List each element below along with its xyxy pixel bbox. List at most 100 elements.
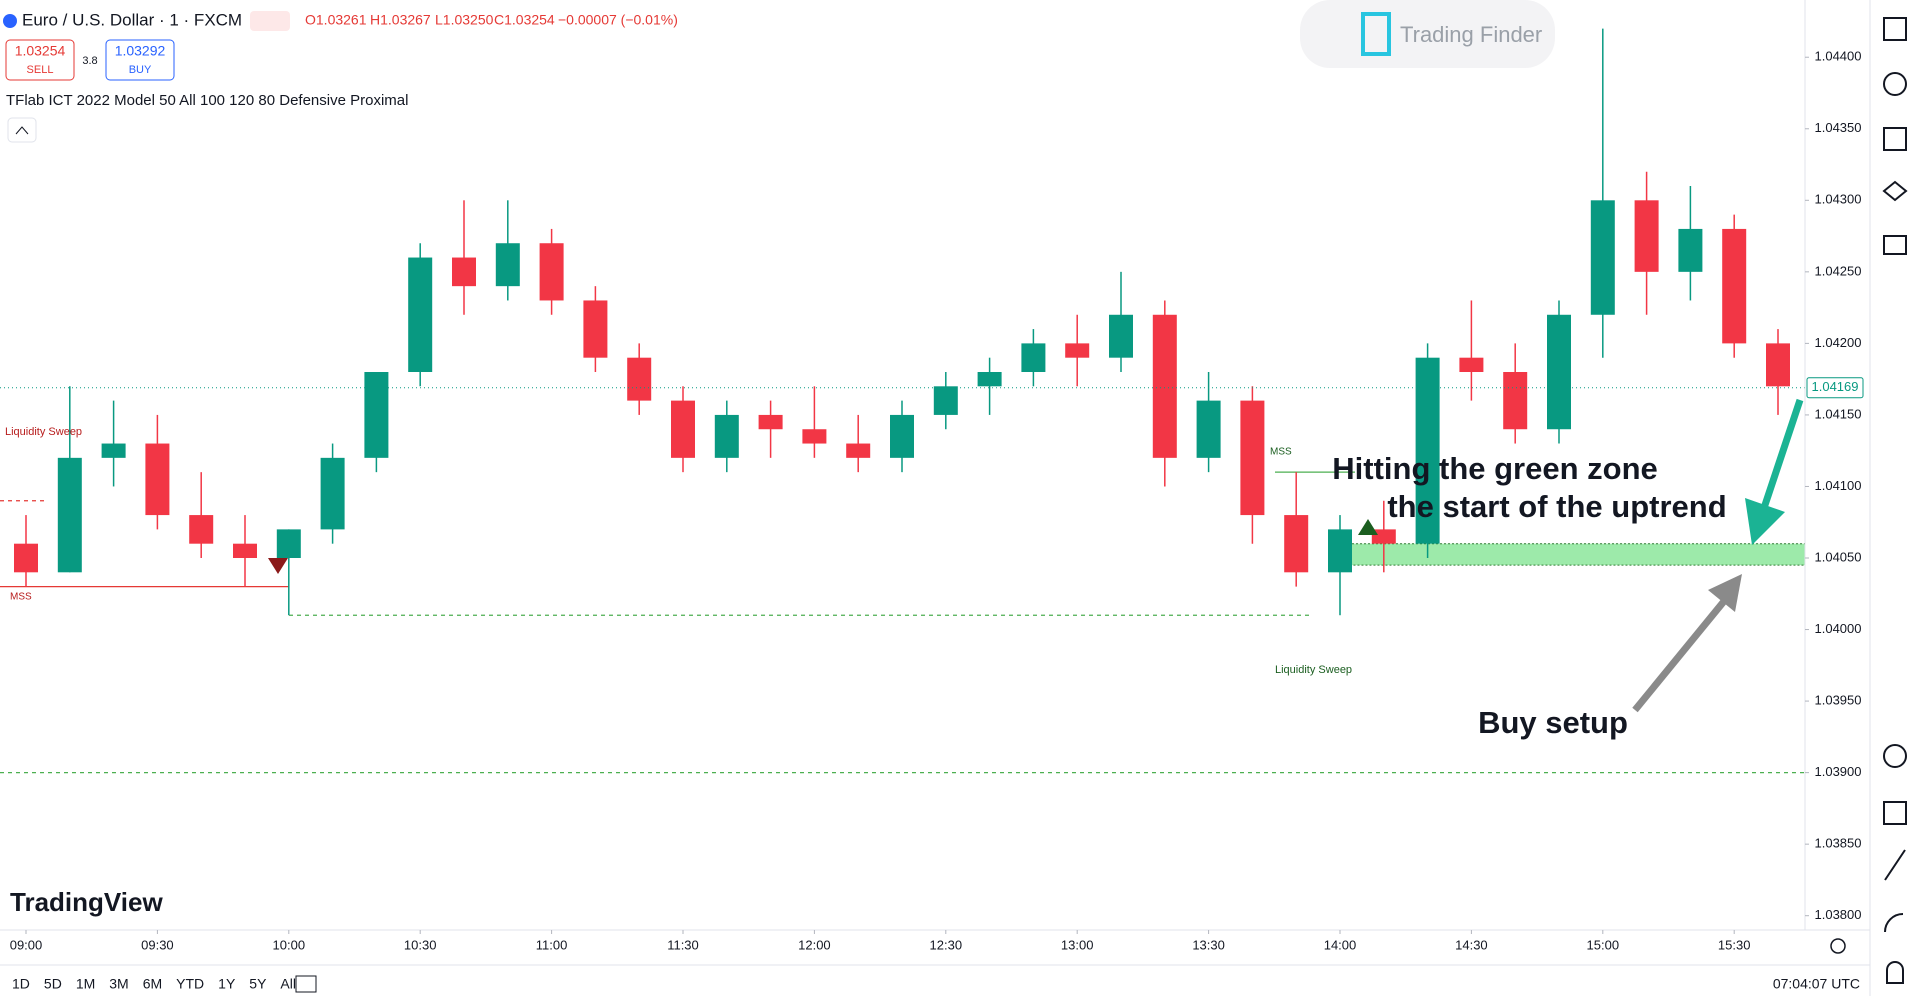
date-range-icon[interactable]	[295, 975, 317, 993]
candle-body	[145, 443, 170, 516]
candle-body	[1722, 228, 1747, 344]
x-tick-label: 12:00	[798, 937, 831, 952]
annotation: the start of the uptrend	[1387, 489, 1726, 524]
candle-body	[364, 372, 389, 458]
candle-body	[539, 243, 564, 301]
candle-body	[846, 443, 871, 458]
candle-body	[1590, 200, 1615, 315]
candle-body	[583, 300, 608, 358]
y-tick-label: 1.03950	[1815, 693, 1862, 708]
annotation: Liquidity Sweep	[5, 426, 82, 438]
last-price-box	[1806, 377, 1864, 399]
annotation: Liquidity Sweep	[1275, 664, 1352, 676]
candle-body	[627, 357, 652, 401]
candle-body	[1284, 515, 1309, 573]
buy-price: 1.03292	[115, 43, 166, 59]
candle-body	[1766, 343, 1790, 387]
arrow	[1708, 574, 1742, 612]
ohlc: O1.03261	[305, 12, 367, 28]
signal-marker	[1358, 519, 1378, 535]
x-tick-label: 10:00	[273, 937, 306, 952]
ohlc: C1.03254	[494, 12, 555, 28]
sell-price: 1.03254	[15, 43, 66, 59]
tool-icon[interactable]	[1883, 17, 1907, 41]
watermark: Trading Finder	[1400, 22, 1542, 47]
candle-body	[977, 372, 1002, 387]
watermark-logo	[1361, 12, 1391, 56]
right-toolbar	[1882, 17, 1908, 984]
y-tick-label: 1.04200	[1815, 335, 1862, 350]
x-tick-label: 13:30	[1192, 937, 1225, 952]
symbol[interactable]: Euro / U.S. Dollar · 1 · FXCM	[22, 10, 242, 29]
x-tick-label: 13:00	[1061, 937, 1094, 952]
x-tick-label: 15:30	[1718, 937, 1751, 952]
x-tick-label: 09:30	[141, 937, 174, 952]
y-tick-label: 1.04350	[1815, 120, 1862, 135]
range-button[interactable]: All	[280, 976, 296, 992]
x-tick-label: 10:30	[404, 937, 437, 952]
collapse-icon	[15, 126, 29, 135]
tool-icon[interactable]	[1884, 849, 1906, 881]
candle-body	[189, 515, 214, 544]
arrow	[1745, 498, 1785, 545]
y-tick-label: 1.03800	[1815, 907, 1862, 922]
settings-icon[interactable]	[1830, 938, 1846, 954]
tool-icon[interactable]	[1884, 913, 1904, 933]
candle-body	[758, 414, 783, 430]
annotation: MSS	[10, 592, 32, 603]
candle-body	[408, 257, 433, 372]
candle-body	[320, 457, 345, 530]
y-tick-label: 1.04150	[1815, 406, 1862, 421]
candle-body	[495, 243, 520, 287]
annotation: MSS	[1270, 447, 1292, 458]
symbol-icon	[3, 14, 17, 28]
arrow	[1756, 398, 1804, 522]
range-button[interactable]: YTD	[176, 976, 204, 992]
sell-label: SELL	[27, 64, 54, 76]
candle-body	[890, 414, 914, 458]
tool-icon[interactable]	[1883, 235, 1907, 255]
candle-body	[1196, 400, 1221, 458]
range-button[interactable]: 1Y	[218, 976, 236, 992]
buy-button[interactable]	[105, 39, 175, 81]
tool-icon[interactable]	[1883, 72, 1907, 96]
annotation: Buy setup	[1478, 705, 1628, 740]
x-tick-label: 11:30	[667, 937, 699, 952]
ohlc: L1.03250	[435, 12, 494, 28]
y-tick-label: 1.04300	[1815, 192, 1862, 207]
tool-icon[interactable]	[1882, 180, 1908, 202]
candle-body	[452, 257, 476, 287]
candle-body	[714, 414, 739, 458]
y-tick-label: 1.04050	[1815, 549, 1862, 564]
x-tick-label: 15:00	[1587, 937, 1620, 952]
zone	[1331, 543, 1805, 566]
collapse-button[interactable]	[7, 117, 37, 143]
arrow	[1632, 597, 1728, 713]
range-button[interactable]: 3M	[109, 976, 128, 992]
candle-body	[1109, 314, 1133, 358]
signal-marker	[268, 558, 288, 574]
spread: 3.8	[82, 55, 97, 67]
candle-body	[1240, 400, 1265, 516]
sell-button[interactable]	[5, 39, 75, 81]
tool-icon[interactable]	[1883, 744, 1907, 768]
tool-icon[interactable]	[1883, 801, 1907, 825]
status-icon	[250, 11, 290, 31]
candle-body	[57, 457, 82, 573]
tool-icon[interactable]	[1886, 961, 1904, 984]
x-tick-label: 11:00	[536, 937, 568, 952]
range-button[interactable]: 5Y	[249, 976, 267, 992]
brand: TradingView	[10, 887, 163, 917]
ohlc: H1.03267	[370, 12, 431, 28]
buy-label: BUY	[129, 64, 152, 76]
candle-body	[1065, 343, 1090, 358]
range-button[interactable]: 5D	[44, 976, 62, 992]
range-button[interactable]: 6M	[143, 976, 162, 992]
tool-icon[interactable]	[1883, 127, 1907, 151]
y-tick-label: 1.04000	[1815, 621, 1862, 636]
ohlc: −0.00007 (−0.01%)	[558, 12, 678, 28]
range-button[interactable]: 1D	[12, 976, 30, 992]
last-price: 1.04169	[1812, 379, 1859, 394]
range-button[interactable]: 1M	[76, 976, 95, 992]
